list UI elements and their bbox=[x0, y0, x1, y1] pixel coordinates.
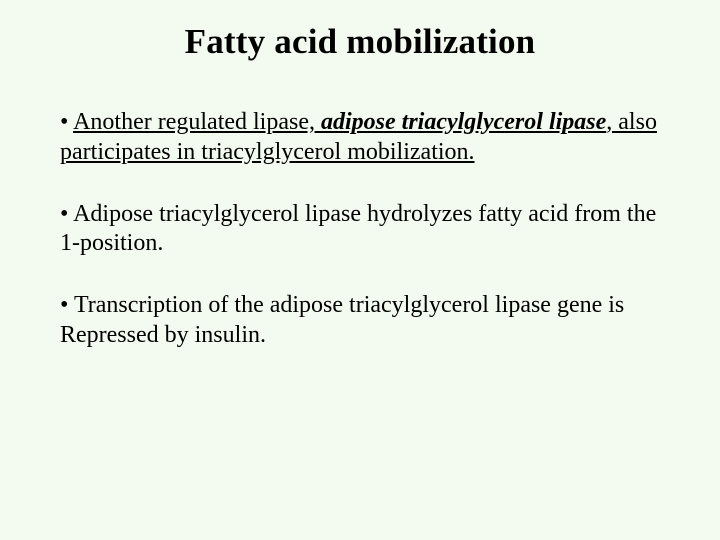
bullet-prefix: • bbox=[60, 201, 73, 227]
bullet-prefix: • bbox=[60, 292, 74, 318]
slide-title: Fatty acid mobilization bbox=[60, 22, 660, 62]
slide: Fatty acid mobilization • Another regula… bbox=[0, 0, 720, 540]
bullet-2-text: Adipose triacylglycerol lipase hydrolyze… bbox=[60, 201, 656, 257]
bullet-1-seg1: Another regulated lipase, bbox=[73, 109, 321, 135]
bullet-2: • Adipose triacylglycerol lipase hydroly… bbox=[60, 200, 660, 260]
bullet-3: • Transcription of the adipose triacylgl… bbox=[60, 291, 660, 351]
bullet-3-text: Transcription of the adipose triacylglyc… bbox=[60, 292, 624, 348]
bullet-prefix: • bbox=[60, 109, 73, 135]
bullet-1: • Another regulated lipase, adipose tria… bbox=[60, 108, 660, 168]
bullet-1-emph: adipose triacylglycerol lipase bbox=[321, 109, 606, 135]
